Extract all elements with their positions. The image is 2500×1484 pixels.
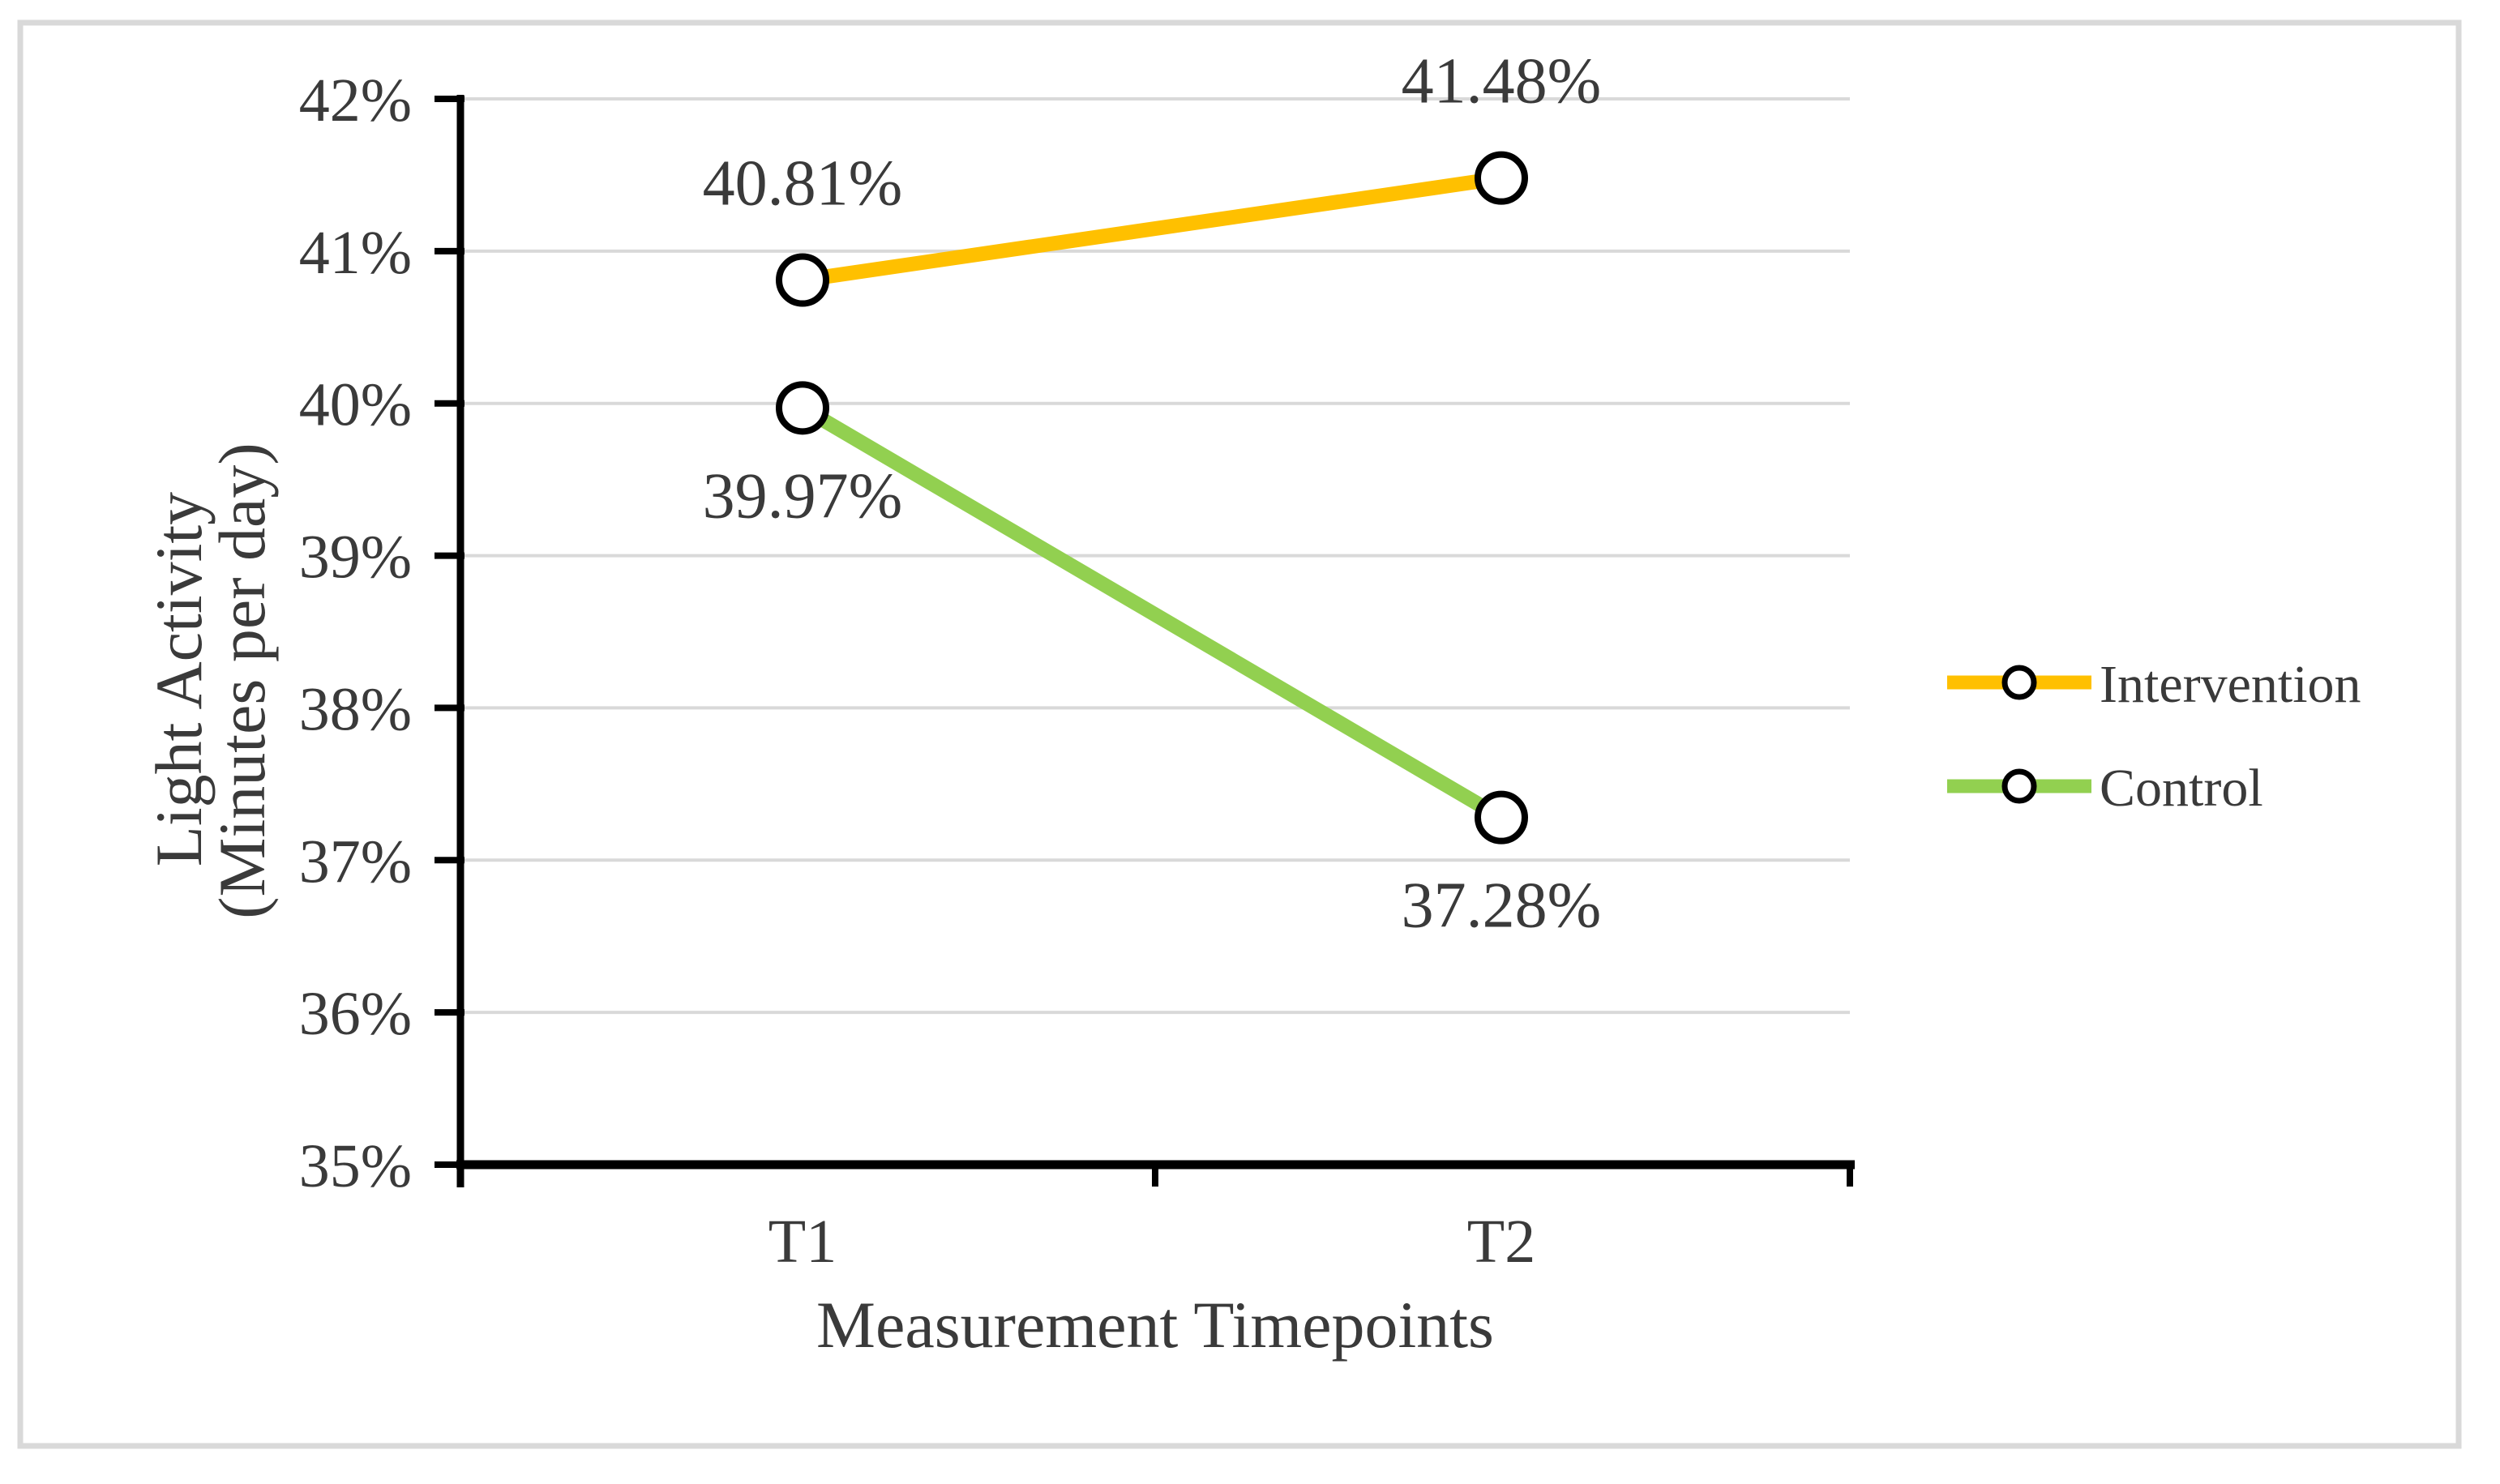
marker-intervention-T1 xyxy=(776,253,829,307)
series-markers xyxy=(776,151,1528,845)
marker-intervention-T2 xyxy=(1475,151,1528,205)
legend: Intervention Control xyxy=(1947,655,2361,818)
legend-label-intervention: Intervention xyxy=(2100,655,2361,714)
y-tick-label-42: 42% xyxy=(299,66,412,135)
data-label-intervention-T2: 41.48% xyxy=(1402,46,1602,118)
data-label-control-T2: 37.28% xyxy=(1402,870,1602,942)
x-tick-labels: T1 T2 xyxy=(768,1208,1535,1276)
legend-marker-intervention xyxy=(2001,665,2037,700)
x-axis-title: Measurement Timepoints xyxy=(816,1288,1494,1362)
legend-item-intervention: Intervention xyxy=(1947,655,2361,714)
y-axis-title-line-2: (Minutes per day) xyxy=(205,443,279,919)
x-tick-label-T1: T1 xyxy=(768,1208,837,1276)
series-line-intervention xyxy=(801,170,1503,288)
legend-label-control: Control xyxy=(2100,759,2263,818)
y-tick-label-39: 39% xyxy=(299,524,412,592)
marker-control-T2 xyxy=(1475,790,1528,845)
y-tick-labels: 35% 36% 37% 38% 39% 40% 41% 42% xyxy=(299,66,412,1200)
series-lines xyxy=(798,170,1505,824)
data-label-intervention-T1: 40.81% xyxy=(703,148,903,220)
chart-border xyxy=(17,19,2462,1449)
data-labels: 40.81% 41.48% 39.97% 37.28% xyxy=(703,46,1602,942)
y-tick-label-38: 38% xyxy=(299,675,412,743)
legend-marker-control xyxy=(2001,768,2037,804)
gridlines xyxy=(460,97,1850,1015)
series-line-control xyxy=(798,401,1505,824)
y-tick-label-36: 36% xyxy=(299,980,412,1048)
y-tick-label-41: 41% xyxy=(299,219,412,287)
y-axis-title-line-1: Light Activity xyxy=(142,492,216,866)
axes xyxy=(435,95,1855,1187)
y-tick-label-40: 40% xyxy=(299,371,412,439)
legend-item-control: Control xyxy=(1947,759,2263,818)
x-tick-label-T2: T2 xyxy=(1467,1208,1535,1276)
data-label-control-T1: 39.97% xyxy=(703,460,903,532)
marker-control-T1 xyxy=(776,381,829,435)
y-tick-label-37: 37% xyxy=(299,828,412,896)
y-tick-label-35: 35% xyxy=(299,1132,412,1200)
